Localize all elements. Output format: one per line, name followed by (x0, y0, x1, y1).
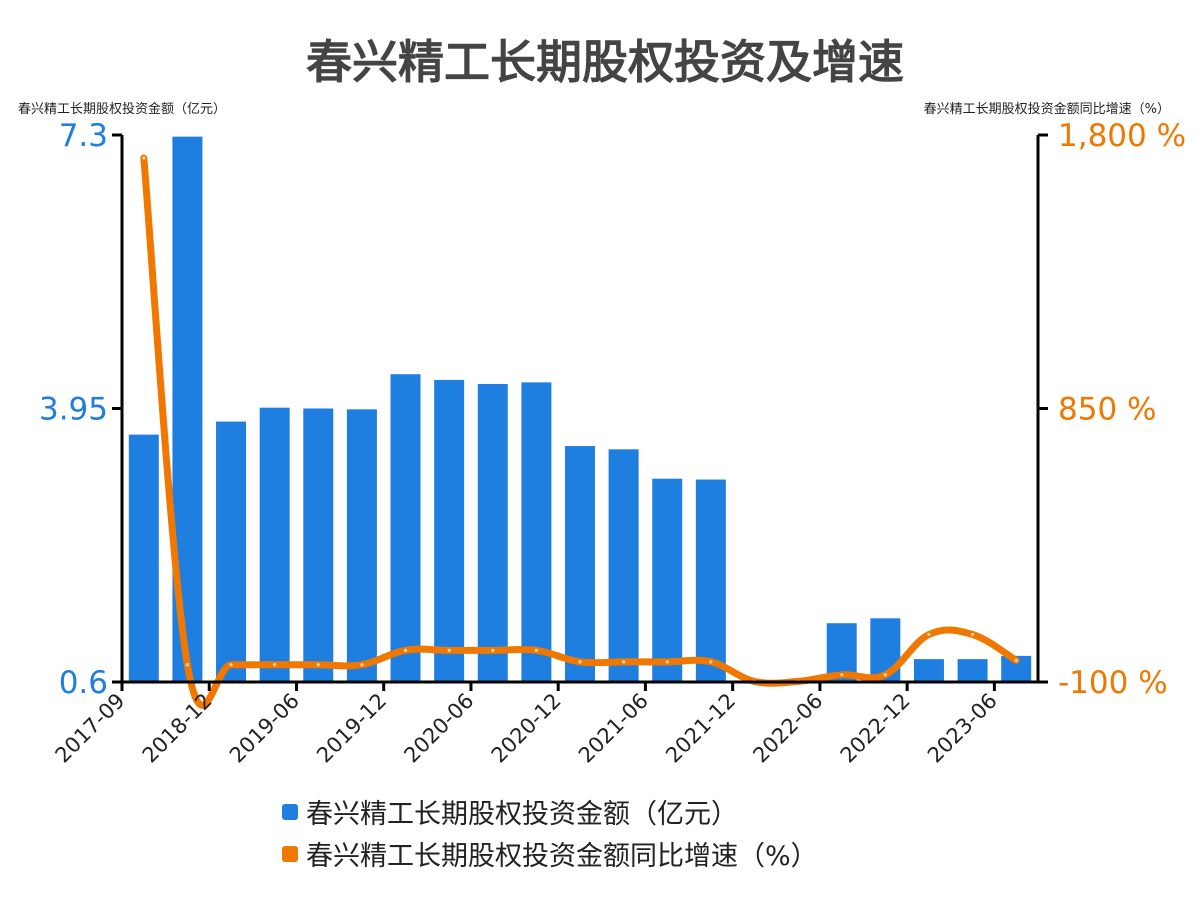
bar (434, 379, 465, 682)
x-tick-label: 2020-12 (487, 689, 566, 768)
bar (216, 421, 247, 682)
line-point (491, 648, 495, 652)
line-point (622, 660, 626, 664)
line-point (1014, 658, 1018, 663)
bar (477, 384, 508, 682)
bar (565, 446, 595, 682)
bar (346, 409, 377, 682)
x-tick-label: 2020-06 (399, 689, 478, 768)
x-tick-label: 2021-06 (574, 689, 653, 768)
line-point (709, 660, 713, 664)
line-point (360, 663, 364, 667)
left-tick-label: 3.95 (39, 392, 108, 428)
left-tick-label: 0.6 (59, 665, 108, 701)
right-tick-label: 850 % (1058, 392, 1156, 428)
right-tick-label: -100 % (1058, 665, 1168, 701)
bar (128, 434, 159, 682)
x-tick-label: 2018-12 (138, 689, 217, 768)
chart-title: 春兴精工长期股权投资及增速 (306, 35, 904, 89)
line-point (665, 660, 669, 664)
legend-swatch-line (282, 845, 298, 862)
right-axis-label: 春兴精工长期股权投资金额同比增速（%） (923, 102, 1170, 117)
bar (652, 478, 683, 682)
bar (608, 449, 639, 682)
line-point (970, 632, 975, 637)
legend-item-line[interactable]: 春兴精工长期股权投资金额同比增速（%） (282, 834, 818, 873)
line-point (927, 632, 931, 637)
left-tick-label: 7.3 (59, 118, 108, 154)
legend-label-line: 春兴精工长期股权投资金额同比增速（%） (306, 841, 818, 872)
line-point (142, 156, 146, 160)
legend-swatch-bar (282, 803, 298, 820)
line-point (185, 663, 190, 667)
line-point (578, 660, 582, 664)
bar (259, 407, 290, 682)
line-point (403, 648, 408, 652)
line-point (447, 648, 451, 652)
legend-label-bar: 春兴精工长期股权投资金额（亿元） (306, 799, 738, 830)
bar (695, 479, 726, 682)
bar (521, 382, 552, 682)
x-tick-label: 2019-12 (312, 689, 391, 768)
bar (913, 659, 944, 682)
x-tick-label: 2022-12 (836, 689, 915, 768)
bar (957, 659, 988, 682)
line-point (316, 663, 320, 667)
left-axis-label: 春兴精工长期股权投资金额（亿元） (18, 102, 227, 117)
x-tick-label: 2023-06 (923, 689, 1002, 768)
line-layer (140, 154, 1020, 709)
x-tick-label: 2022-06 (748, 689, 827, 768)
line-point (229, 663, 233, 667)
x-tick-label: 2021-12 (661, 689, 740, 768)
line-point (840, 673, 844, 677)
right-tick-label: 1,800 % (1058, 118, 1186, 154)
legend-item-bar[interactable]: 春兴精工长期股权投资金额（亿元） (282, 792, 738, 831)
line-point (273, 663, 277, 667)
x-tick-label: 2019-06 (225, 689, 304, 768)
line-point (883, 673, 887, 677)
bars-layer (128, 136, 1032, 683)
bar (303, 408, 334, 682)
bar (390, 374, 421, 682)
line-point (534, 648, 538, 652)
